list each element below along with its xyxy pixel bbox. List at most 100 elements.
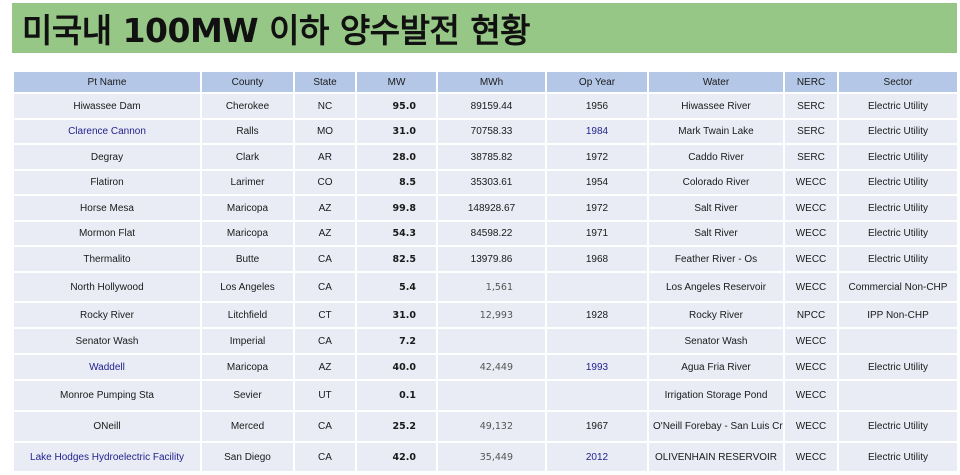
cell-pt-name: Waddell bbox=[12, 353, 202, 381]
cell-county: Litchfield bbox=[200, 301, 295, 329]
cell-pt-name: Mormon Flat bbox=[12, 220, 202, 247]
header-mwh[interactable]: MWh bbox=[436, 70, 547, 94]
cell-op-year bbox=[545, 327, 649, 355]
cell-mw: 7.2 bbox=[355, 327, 438, 355]
cell-water: Salt River bbox=[647, 194, 785, 222]
cell-county: Los Angeles bbox=[200, 271, 295, 303]
table-header-row: Pt Name County State MW MWh Op Year Wate… bbox=[12, 70, 959, 94]
cell-water: Caddo River bbox=[647, 143, 785, 171]
cell-mw: 5.4 bbox=[355, 271, 438, 303]
cell-op-year: 1971 bbox=[545, 220, 649, 247]
cell-water: Los Angeles Reservoir bbox=[647, 271, 785, 303]
cell-state: CA bbox=[293, 245, 357, 273]
cell-nerc: SERC bbox=[783, 92, 839, 120]
cell-nerc: WECC bbox=[783, 194, 839, 222]
table-row: Waddell Maricopa AZ 40.0 42,449 1993 Agu… bbox=[12, 353, 959, 381]
cell-pt-name: Rocky River bbox=[12, 301, 202, 329]
cell-pt-name: Senator Wash bbox=[12, 327, 202, 355]
header-sector[interactable]: Sector bbox=[837, 70, 959, 94]
cell-water: Salt River bbox=[647, 220, 785, 247]
cell-nerc: WECC bbox=[783, 169, 839, 196]
cell-mwh: 49,132 bbox=[436, 410, 547, 443]
table-row: Hiwassee Dam Cherokee NC 95.0 89159.44 1… bbox=[12, 92, 959, 120]
cell-state: CA bbox=[293, 271, 357, 303]
cell-mwh: 1,561 bbox=[436, 271, 547, 303]
header-water[interactable]: Water bbox=[647, 70, 785, 94]
cell-sector: Electric Utility bbox=[837, 353, 959, 381]
cell-pt-name: Hiwassee Dam bbox=[12, 92, 202, 120]
cell-sector: Electric Utility bbox=[837, 118, 959, 145]
cell-mwh: 84598.22 bbox=[436, 220, 547, 247]
cell-nerc: SERC bbox=[783, 143, 839, 171]
cell-mwh: 35,449 bbox=[436, 441, 547, 473]
cell-water: Agua Fria River bbox=[647, 353, 785, 381]
cell-op-year: 1928 bbox=[545, 301, 649, 329]
cell-mw: 28.0 bbox=[355, 143, 438, 171]
cell-state: AZ bbox=[293, 353, 357, 381]
cell-county: Maricopa bbox=[200, 194, 295, 222]
cell-state: NC bbox=[293, 92, 357, 120]
table-row: Lake Hodges Hydroelectric Facility San D… bbox=[12, 441, 959, 473]
table-row: Degray Clark AR 28.0 38785.82 1972 Caddo… bbox=[12, 143, 959, 171]
cell-op-year: 1993 bbox=[545, 353, 649, 381]
header-state[interactable]: State bbox=[293, 70, 357, 94]
cell-mw: 25.2 bbox=[355, 410, 438, 443]
cell-mw: 31.0 bbox=[355, 301, 438, 329]
pumped-storage-table: Pt Name County State MW MWh Op Year Wate… bbox=[12, 70, 959, 473]
cell-water: Feather River - Os bbox=[647, 245, 785, 273]
cell-op-year: 1968 bbox=[545, 245, 649, 273]
cell-water: Irrigation Storage Pond bbox=[647, 379, 785, 412]
cell-county: Ralls bbox=[200, 118, 295, 145]
cell-state: AR bbox=[293, 143, 357, 171]
cell-mw: 42.0 bbox=[355, 441, 438, 473]
cell-mwh: 148928.67 bbox=[436, 194, 547, 222]
cell-op-year: 1956 bbox=[545, 92, 649, 120]
cell-county: Cherokee bbox=[200, 92, 295, 120]
cell-pt-name: Flatiron bbox=[12, 169, 202, 196]
cell-nerc: SERC bbox=[783, 118, 839, 145]
header-pt-name[interactable]: Pt Name bbox=[12, 70, 202, 94]
cell-nerc: WECC bbox=[783, 245, 839, 273]
header-op-year[interactable]: Op Year bbox=[545, 70, 649, 94]
cell-sector bbox=[837, 327, 959, 355]
table-row: Flatiron Larimer CO 8.5 35303.61 1954 Co… bbox=[12, 169, 959, 196]
cell-water: O'Neill Forebay - San Luis Cre bbox=[647, 410, 785, 443]
cell-mwh bbox=[436, 379, 547, 412]
cell-county: Sevier bbox=[200, 379, 295, 412]
title-banner: 미국내 100MW 이하 양수발전 현황 bbox=[12, 3, 957, 53]
page-title: 미국내 100MW 이하 양수발전 현황 bbox=[22, 11, 531, 50]
cell-county: Maricopa bbox=[200, 353, 295, 381]
cell-mwh: 89159.44 bbox=[436, 92, 547, 120]
cell-mw: 0.1 bbox=[355, 379, 438, 412]
cell-mw: 40.0 bbox=[355, 353, 438, 381]
table-row: Rocky River Litchfield CT 31.0 12,993 19… bbox=[12, 301, 959, 329]
header-county[interactable]: County bbox=[200, 70, 295, 94]
header-nerc[interactable]: NERC bbox=[783, 70, 839, 94]
cell-sector: Commercial Non-CHP bbox=[837, 271, 959, 303]
cell-op-year: 1967 bbox=[545, 410, 649, 443]
cell-nerc: WECC bbox=[783, 441, 839, 473]
cell-mwh: 13979.86 bbox=[436, 245, 547, 273]
cell-nerc: WECC bbox=[783, 353, 839, 381]
cell-county: Larimer bbox=[200, 169, 295, 196]
cell-mwh: 35303.61 bbox=[436, 169, 547, 196]
cell-nerc: WECC bbox=[783, 271, 839, 303]
cell-county: San Diego bbox=[200, 441, 295, 473]
cell-op-year: 1954 bbox=[545, 169, 649, 196]
cell-county: Maricopa bbox=[200, 220, 295, 247]
cell-mw: 54.3 bbox=[355, 220, 438, 247]
cell-pt-name: Lake Hodges Hydroelectric Facility bbox=[12, 441, 202, 473]
cell-water: Mark Twain Lake bbox=[647, 118, 785, 145]
cell-state: AZ bbox=[293, 194, 357, 222]
cell-sector: Electric Utility bbox=[837, 169, 959, 196]
cell-state: CA bbox=[293, 410, 357, 443]
cell-mw: 31.0 bbox=[355, 118, 438, 145]
cell-pt-name: Horse Mesa bbox=[12, 194, 202, 222]
cell-nerc: NPCC bbox=[783, 301, 839, 329]
cell-op-year bbox=[545, 271, 649, 303]
cell-county: Merced bbox=[200, 410, 295, 443]
cell-water: Hiwassee River bbox=[647, 92, 785, 120]
header-mw[interactable]: MW bbox=[355, 70, 438, 94]
cell-nerc: WECC bbox=[783, 220, 839, 247]
cell-state: MO bbox=[293, 118, 357, 145]
